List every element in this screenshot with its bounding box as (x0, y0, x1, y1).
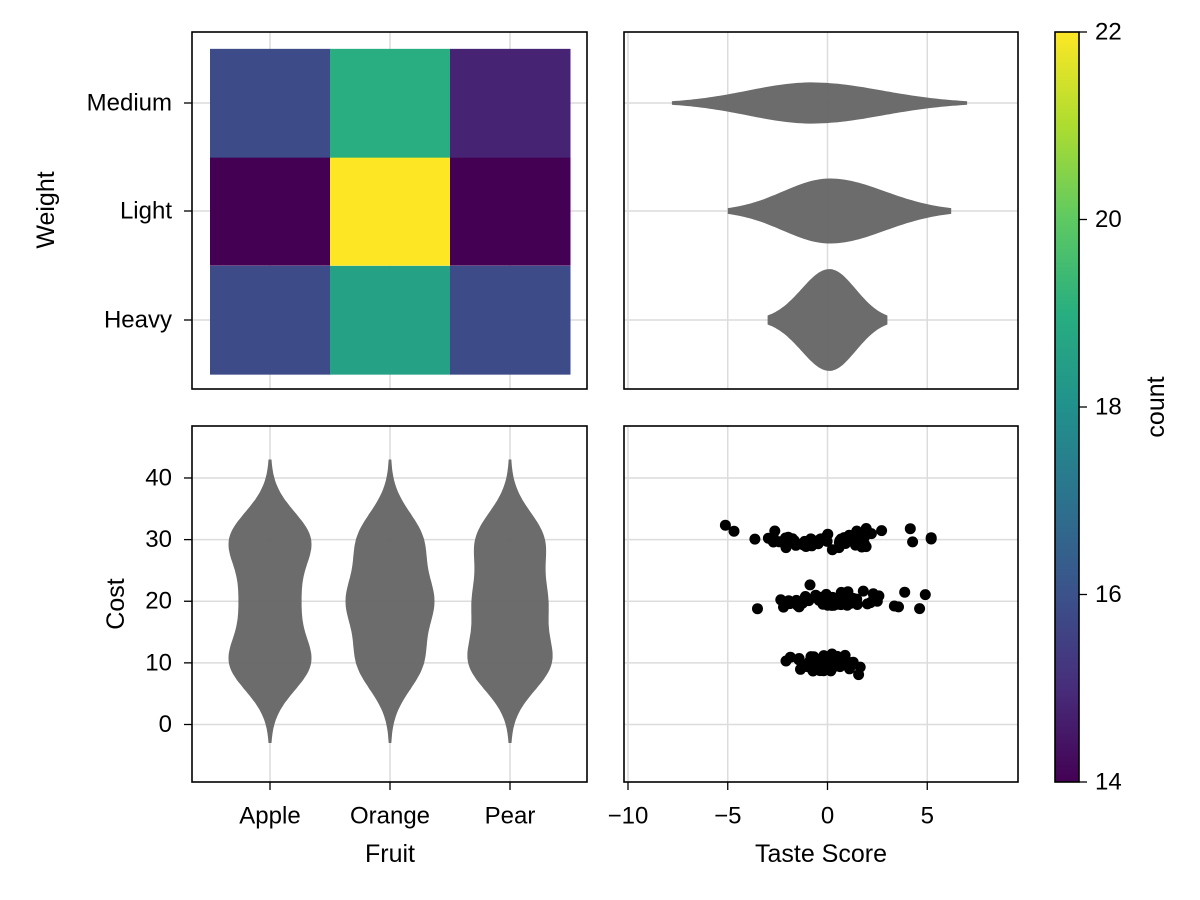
taste-point-10-46 (802, 661, 814, 673)
taste-point-20-36 (893, 601, 904, 613)
fruit-x-label: Fruit (365, 840, 415, 868)
taste-point-30-56 (815, 533, 827, 545)
cost-violin-pear (467, 459, 553, 743)
taste-point-20-2 (804, 579, 816, 591)
taste-point-30-57 (762, 532, 774, 544)
weight-violins (671, 82, 968, 371)
colorbar-tick-label-20: 20 (1095, 206, 1122, 233)
taste-point-30-34 (876, 525, 888, 537)
taste-point-10-47 (844, 663, 855, 675)
taste-point-30-59 (860, 541, 872, 553)
taste-point-30-15 (749, 533, 761, 545)
taste-point-10-52 (793, 653, 805, 664)
heatmap-y-tick-label-heavy: Heavy (104, 307, 172, 334)
taste-point-10-56 (853, 669, 865, 681)
taste-point-20-9 (775, 594, 787, 606)
fruit-x-ticks: Apple Orange Pear (239, 782, 535, 830)
fruit-x-tick-label-apple: Apple (239, 803, 300, 830)
heatmap-y-label: Weight (32, 171, 60, 248)
taste-point-30-58 (851, 525, 863, 537)
cost-y-label: Cost (102, 578, 130, 629)
heatmap-cell-heavy-pear (450, 265, 571, 375)
taste-point-20-59 (840, 592, 852, 604)
taste-point-20-51 (865, 597, 876, 609)
taste-point-30-29 (719, 519, 731, 531)
cost-y-tick-label-10: 10 (145, 649, 172, 676)
taste-x-tick-label-3: 5 (921, 803, 934, 830)
heatmap-cell-heavy-orange (330, 265, 451, 375)
taste-point-20-45 (793, 601, 805, 613)
colorbar-gradient (1055, 32, 1079, 782)
cost-y-tick-label-20: 20 (145, 588, 172, 615)
taste-x-tick-label-1: −5 (714, 803, 741, 830)
heatmap-cell-light-orange (330, 156, 451, 266)
taste-point-20-44 (857, 585, 869, 597)
heatmap-cell-medium-orange (330, 48, 451, 158)
cost-violins (228, 459, 553, 743)
taste-point-20-46 (899, 586, 911, 598)
heatmap-y-tick-label-light: Light (120, 198, 172, 225)
colorbar-tick-label-16: 16 (1095, 581, 1122, 608)
weight-violin-frame (623, 31, 1019, 390)
heatmap-cells (210, 48, 571, 375)
cost-y-tick-label-40: 40 (145, 464, 172, 491)
taste-point-20-49 (826, 599, 837, 611)
heatmap-y-ticks: Heavy Light Medium (87, 90, 192, 334)
taste-point-30-50 (846, 535, 858, 546)
heatmap-cell-medium-apple (210, 48, 331, 158)
taste-point-10-50 (784, 651, 796, 663)
heatmap-y-tick-label-medium: Medium (87, 90, 172, 117)
cost-y-ticks: 0 10 20 30 40 (145, 464, 192, 738)
heatmap-cell-light-pear (450, 156, 571, 266)
taste-scatter-points (719, 519, 937, 681)
taste-point-10-55 (808, 651, 820, 663)
taste-scatter-grid (624, 426, 1018, 782)
heatmap-cell-heavy-apple (210, 265, 331, 375)
weight-violin-medium (671, 82, 968, 124)
taste-point-10-59 (831, 659, 843, 670)
taste-point-20-19 (919, 589, 931, 601)
weight-violin-panel (623, 31, 1019, 390)
taste-point-30-23 (769, 525, 781, 537)
taste-x-ticks: −10 −5 0 5 (608, 782, 934, 830)
taste-point-30-49 (780, 532, 791, 544)
cost-y-tick-label-30: 30 (145, 526, 172, 553)
heatmap-cell-medium-pear (450, 48, 571, 158)
taste-x-label: Taste Score (755, 840, 887, 868)
cost-violin-orange (345, 459, 435, 743)
taste-point-20-26 (752, 603, 763, 615)
taste-point-30-31 (907, 536, 919, 548)
taste-scatter-panel: −10 −5 0 5 Taste Score (608, 425, 1019, 868)
cost-y-tick-label-0: 0 (159, 711, 172, 738)
taste-point-30-54 (865, 528, 877, 540)
colorbar-tick-label-14: 14 (1095, 769, 1122, 796)
taste-scatter-frame (623, 425, 1019, 783)
taste-point-30-53 (904, 523, 916, 535)
weight-violin-light (727, 178, 952, 244)
cost-violin-apple (228, 459, 312, 743)
taste-point-30-48 (805, 533, 817, 545)
taste-point-30-51 (833, 537, 845, 548)
colorbar: 14 16 18 20 22 count (1054, 19, 1170, 796)
taste-point-20-55 (817, 597, 829, 609)
heatmap-panel: Heavy Light Medium Weight (32, 31, 588, 390)
weight-violin-heavy (767, 269, 888, 371)
heatmap-cell-light-apple (210, 156, 331, 266)
taste-x-tick-label-2: 0 (821, 803, 834, 830)
fruit-x-tick-label-pear: Pear (485, 803, 536, 830)
colorbar-tick-label-18: 18 (1095, 394, 1122, 421)
colorbar-ticks: 14 16 18 20 22 (1079, 19, 1122, 796)
taste-point-30-26 (925, 533, 937, 545)
fruit-x-tick-label-orange: Orange (350, 803, 430, 830)
taste-point-30-21 (728, 525, 740, 537)
colorbar-tick-label-22: 22 (1095, 19, 1122, 46)
taste-point-20-57 (800, 594, 812, 606)
taste-point-20-38 (914, 603, 926, 615)
taste-point-10-58 (822, 657, 834, 669)
colorbar-label: count (1142, 376, 1170, 437)
taste-x-tick-label-0: −10 (608, 803, 649, 830)
taste-point-30-55 (780, 542, 792, 554)
cost-violin-panel: 0 10 20 30 40 Apple Orange Pear Cost Fruit (102, 425, 588, 868)
